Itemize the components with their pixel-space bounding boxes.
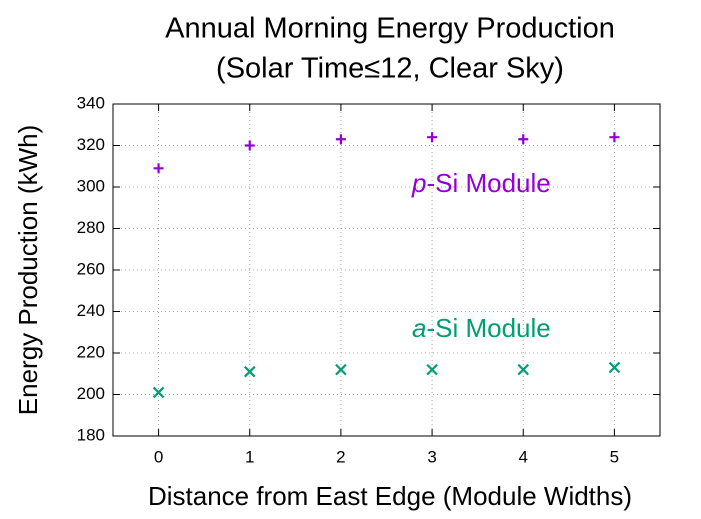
data-point	[153, 163, 164, 174]
series-label: p-Si Module	[412, 168, 551, 198]
y-tick-label: 340	[77, 93, 105, 112]
chart-subtitle: (Solar Time≤12, Clear Sky)	[216, 53, 564, 85]
data-point	[335, 134, 346, 145]
data-point	[608, 361, 621, 374]
y-tick-label: 300	[77, 176, 105, 195]
data-point	[152, 386, 165, 399]
chart-title: Annual Morning Energy Production	[165, 13, 615, 45]
y-tick-label: 240	[77, 301, 105, 320]
x-tick-label: 2	[336, 447, 345, 466]
data-point	[426, 363, 438, 376]
x-tick-label: 0	[154, 447, 163, 466]
x-axis-label: Distance from East Edge (Module Widths)	[148, 481, 632, 511]
y-tick-label: 200	[77, 384, 105, 403]
x-tick-label: 5	[610, 447, 619, 466]
y-tick-label: 320	[77, 135, 105, 154]
data-point	[243, 365, 256, 378]
y-axis-label: Energy Production (kWh)	[13, 125, 43, 415]
data-point	[335, 363, 347, 376]
data-point	[244, 140, 255, 151]
data-point	[609, 132, 620, 143]
y-tick-label: 280	[77, 218, 105, 237]
x-tick-label: 3	[427, 447, 436, 466]
data-point	[427, 132, 438, 143]
data-point	[518, 134, 529, 145]
data-point	[517, 363, 530, 376]
x-tick-label: 4	[519, 447, 528, 466]
y-tick-label: 220	[77, 342, 105, 361]
plot-frame	[112, 103, 661, 437]
series-label: a-Si Module	[412, 313, 551, 343]
x-tick-label: 1	[245, 447, 254, 466]
y-tick-label: 260	[77, 259, 105, 278]
y-tick-label: 180	[77, 425, 105, 444]
